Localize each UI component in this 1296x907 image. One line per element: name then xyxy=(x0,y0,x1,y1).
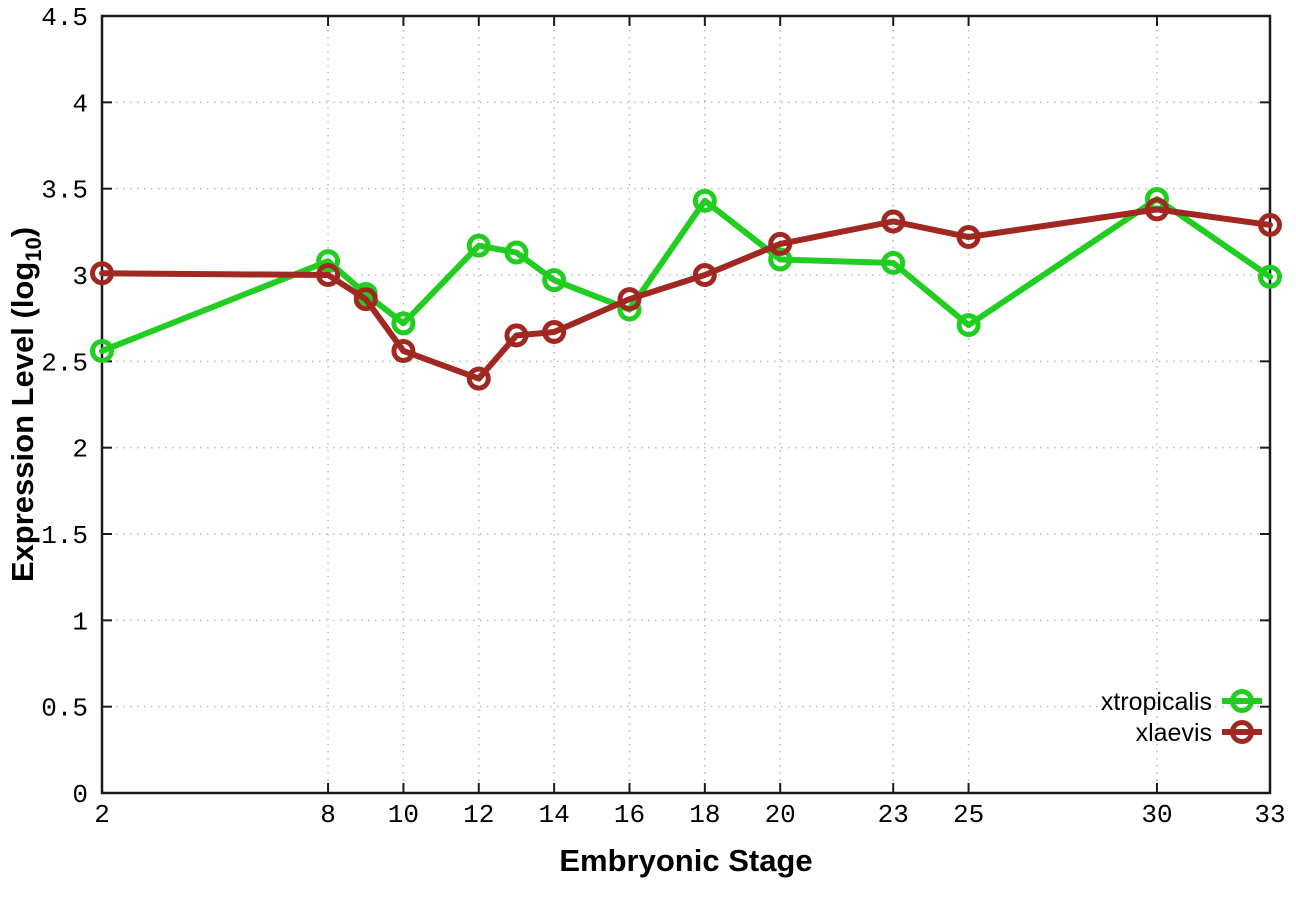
open-circle-marker xyxy=(353,287,378,312)
x-tick-label: 23 xyxy=(878,800,909,830)
x-tick-label: 2 xyxy=(94,800,110,830)
y-tick-label: 0 xyxy=(72,780,88,810)
y-tick-label: 4.5 xyxy=(41,3,88,33)
y-tick-label: 3.5 xyxy=(41,176,88,206)
open-circle-marker xyxy=(1258,264,1282,289)
x-tick-label: 33 xyxy=(1254,800,1285,830)
open-circle-marker xyxy=(1144,197,1169,222)
open-circle-marker xyxy=(391,311,416,336)
legend-open-circle-marker xyxy=(1230,720,1254,744)
legend-open-circle-marker xyxy=(1230,689,1254,713)
open-circle-marker xyxy=(768,247,793,272)
tick-marks xyxy=(101,15,1271,794)
series-markers-xtropicalis xyxy=(90,187,1282,363)
open-circle-marker xyxy=(881,250,906,275)
y-tick-label: 2 xyxy=(72,435,88,465)
x-tick-label: 14 xyxy=(539,800,570,830)
y-tick-label: 1 xyxy=(72,607,88,637)
y-tick-label: 4 xyxy=(72,89,88,119)
open-circle-marker xyxy=(542,319,567,344)
open-circle-marker xyxy=(956,225,981,250)
x-axis-title: Embryonic Stage xyxy=(559,843,812,878)
legend-label-xtropicalis: xtropicalis xyxy=(1101,688,1212,716)
open-circle-marker xyxy=(504,240,529,265)
open-circle-marker xyxy=(1258,212,1282,237)
series-markers-xlaevis xyxy=(90,197,1282,391)
gridlines xyxy=(101,15,1271,794)
x-tick-label: 8 xyxy=(320,800,336,830)
open-circle-marker xyxy=(692,188,717,213)
open-circle-marker xyxy=(617,287,642,312)
y-tick-label: 0.5 xyxy=(41,694,88,724)
plot-border xyxy=(100,14,1272,795)
series-line-xlaevis xyxy=(99,206,1273,382)
open-circle-marker xyxy=(692,263,717,287)
y-tick-label: 3 xyxy=(72,262,88,292)
x-tick-label: 16 xyxy=(614,800,645,830)
y-axis-title: Expression Level (log10) xyxy=(5,227,46,582)
open-circle-marker xyxy=(391,338,416,363)
x-tick-label: 20 xyxy=(765,800,796,830)
open-circle-marker xyxy=(466,233,491,258)
open-circle-marker xyxy=(90,338,114,363)
open-circle-marker xyxy=(466,366,491,391)
open-circle-marker xyxy=(316,249,341,274)
y-tick-label: 1.5 xyxy=(41,521,88,551)
y-axis-title-subscript: 10 xyxy=(21,237,46,261)
y-tick-label: 2.5 xyxy=(41,348,88,378)
x-tick-label: 12 xyxy=(463,800,494,830)
y-axis-title-main: Expression Level (log xyxy=(5,262,40,582)
open-circle-marker xyxy=(90,261,114,286)
open-circle-marker xyxy=(768,231,793,256)
open-circle-marker xyxy=(316,263,341,287)
legend: xtropicalis xlaevis xyxy=(1101,688,1262,747)
x-tick-label: 25 xyxy=(953,800,984,830)
y-axis-title-suffix: ) xyxy=(5,227,40,237)
legend-label-xlaevis: xlaevis xyxy=(1136,719,1212,747)
x-tick-label: 18 xyxy=(689,800,720,830)
open-circle-marker xyxy=(881,209,906,234)
open-circle-marker xyxy=(542,268,567,293)
x-tick-label: 10 xyxy=(388,800,419,830)
x-tick-label: 30 xyxy=(1141,800,1172,830)
open-circle-marker xyxy=(956,313,981,338)
open-circle-marker xyxy=(504,323,529,348)
